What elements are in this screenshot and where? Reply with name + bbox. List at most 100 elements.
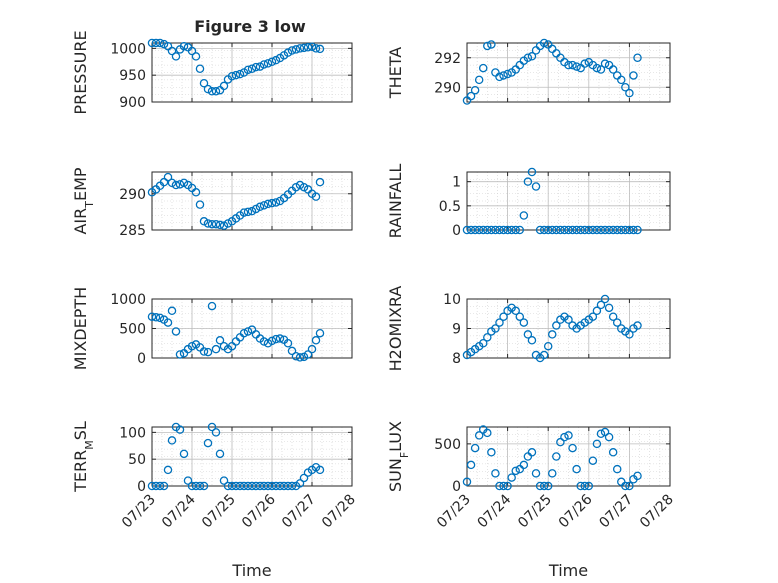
data-point bbox=[239, 328, 249, 338]
data-point bbox=[215, 336, 225, 345]
data-point bbox=[600, 225, 610, 235]
data-point bbox=[283, 338, 293, 348]
data-point bbox=[564, 60, 573, 70]
data-point bbox=[263, 481, 273, 491]
data-point bbox=[491, 225, 500, 235]
figure-title: Figure 3 low bbox=[194, 17, 306, 36]
chart-panel-8: 0 500 07/23 07/24 07/25 07/26 07/27 07/28 Time SU… bbox=[386, 421, 677, 580]
data-point bbox=[625, 225, 634, 235]
data-point bbox=[191, 52, 201, 61]
data-point bbox=[576, 225, 585, 235]
data-point bbox=[478, 338, 488, 348]
data-point bbox=[539, 38, 549, 48]
data-point bbox=[159, 481, 169, 491]
data-point bbox=[259, 60, 269, 69]
data-point bbox=[507, 473, 516, 482]
data-point bbox=[227, 481, 237, 491]
data-point bbox=[223, 481, 233, 491]
data-point bbox=[499, 312, 508, 321]
data-point bbox=[215, 220, 225, 230]
data-point bbox=[470, 85, 480, 95]
y-tick-label: 500 bbox=[119, 322, 146, 338]
data-point bbox=[311, 336, 321, 345]
data-point bbox=[580, 59, 589, 68]
data-point bbox=[495, 225, 504, 235]
data-point bbox=[584, 481, 594, 491]
data-point bbox=[572, 464, 581, 474]
y-tick-label: 285 bbox=[119, 223, 146, 239]
data-point bbox=[199, 78, 209, 88]
data-point bbox=[243, 207, 253, 217]
x-axis-label: Time bbox=[231, 561, 271, 580]
data-point bbox=[462, 477, 472, 487]
data-point bbox=[275, 481, 285, 491]
data-point bbox=[511, 466, 520, 476]
x-tick-label: 07/25 bbox=[199, 492, 239, 532]
data-point bbox=[633, 471, 642, 481]
data-point bbox=[235, 69, 245, 79]
data-point bbox=[287, 346, 297, 356]
data-point bbox=[259, 337, 269, 346]
data-point bbox=[307, 42, 317, 52]
data-point bbox=[243, 65, 253, 75]
data-point bbox=[211, 344, 221, 354]
data-point bbox=[568, 225, 577, 235]
data-point bbox=[564, 431, 573, 440]
data-point bbox=[617, 225, 626, 235]
data-point bbox=[315, 465, 325, 475]
data-point bbox=[523, 53, 533, 63]
data-point bbox=[211, 87, 221, 96]
data-point bbox=[147, 38, 157, 48]
data-point bbox=[191, 481, 201, 491]
data-point bbox=[499, 71, 508, 80]
y-tick-label: 8 bbox=[452, 351, 461, 367]
data-point bbox=[171, 52, 181, 61]
data-point bbox=[539, 481, 549, 491]
y-tick-label: 950 bbox=[119, 68, 146, 84]
data-point bbox=[255, 62, 265, 71]
data-point bbox=[211, 428, 221, 437]
y-axis-label: MIXDEPTH bbox=[71, 287, 90, 370]
data-point bbox=[155, 38, 165, 48]
data-point bbox=[470, 443, 480, 453]
chart-panel-2: 290 292 THETA bbox=[386, 38, 671, 105]
data-point bbox=[167, 46, 177, 56]
data-point bbox=[596, 225, 606, 235]
data-point bbox=[633, 321, 642, 330]
data-point bbox=[483, 333, 492, 342]
y-tick-label: 10 bbox=[443, 292, 461, 308]
data-point bbox=[299, 43, 309, 53]
y-tick-label: 0 bbox=[452, 223, 461, 239]
data-point bbox=[163, 318, 173, 327]
data-point bbox=[596, 300, 606, 310]
data-point bbox=[251, 62, 261, 72]
data-point bbox=[215, 449, 225, 459]
data-point bbox=[543, 341, 553, 351]
data-point bbox=[523, 177, 533, 186]
data-point bbox=[499, 481, 508, 491]
data-point bbox=[617, 75, 626, 85]
data-point bbox=[239, 208, 249, 217]
data-point bbox=[295, 353, 305, 362]
y-tick-label: 500 bbox=[434, 437, 461, 453]
data-point bbox=[560, 432, 569, 442]
data-point bbox=[495, 318, 504, 327]
y-axis-label: RAINFALL bbox=[386, 164, 405, 239]
data-point bbox=[466, 460, 476, 470]
data-point bbox=[155, 313, 165, 323]
data-point bbox=[519, 211, 529, 220]
data-point bbox=[231, 481, 241, 491]
data-point bbox=[231, 337, 241, 346]
data-point bbox=[491, 469, 500, 478]
data-point bbox=[227, 72, 237, 81]
data-point bbox=[287, 46, 297, 55]
data-point bbox=[235, 481, 245, 491]
data-point bbox=[303, 350, 313, 359]
data-point bbox=[271, 55, 281, 65]
data-point bbox=[592, 439, 602, 449]
data-point bbox=[179, 449, 189, 459]
data-point bbox=[167, 306, 177, 316]
data-point bbox=[203, 347, 213, 357]
data-point bbox=[315, 328, 325, 338]
